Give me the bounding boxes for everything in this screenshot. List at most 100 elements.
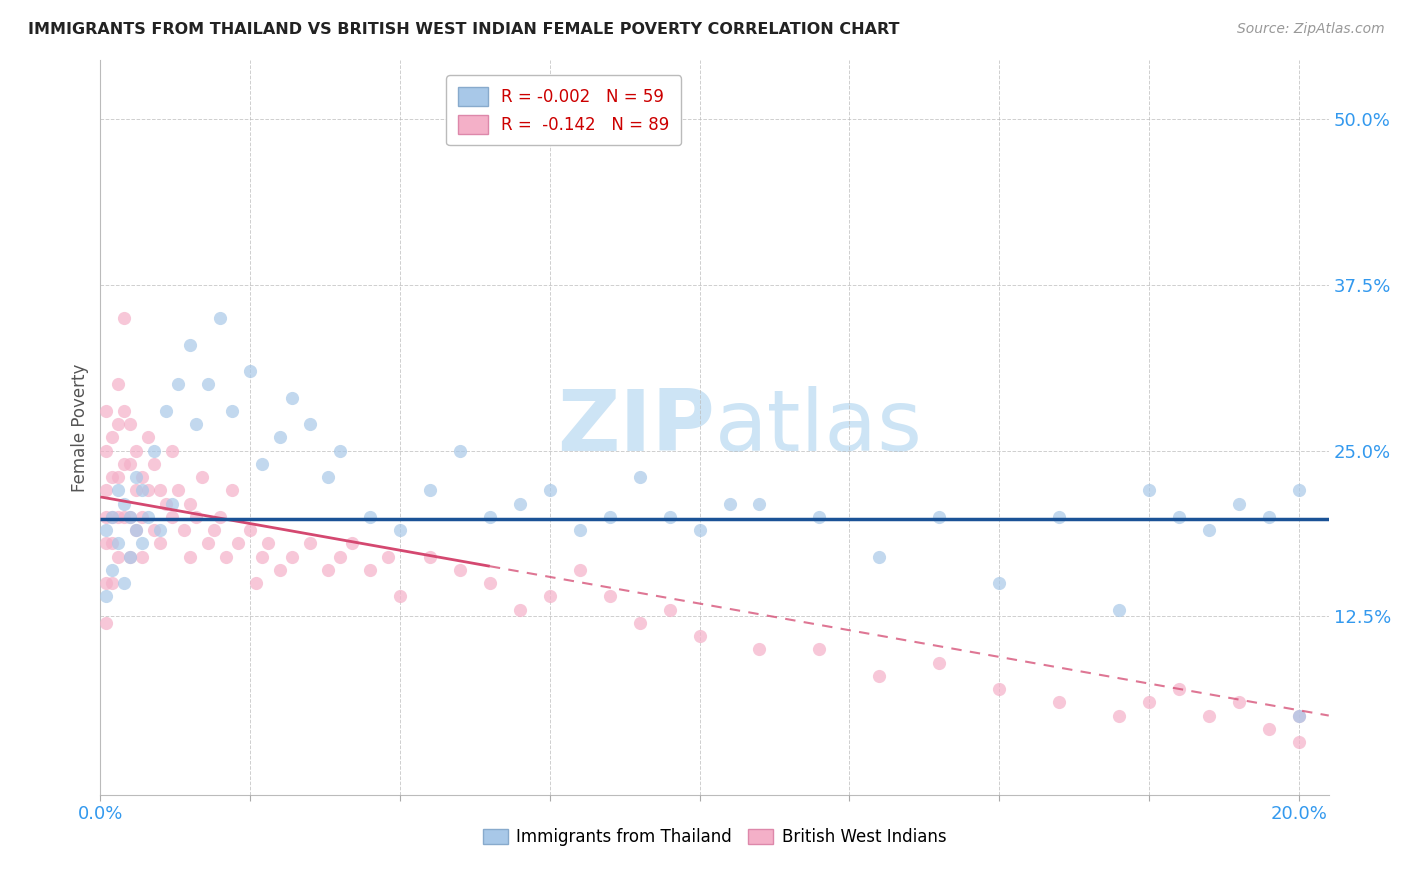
Point bbox=[221, 483, 243, 498]
Point bbox=[143, 443, 166, 458]
Point bbox=[101, 576, 124, 591]
Point bbox=[96, 589, 118, 603]
Text: IMMIGRANTS FROM THAILAND VS BRITISH WEST INDIAN FEMALE POVERTY CORRELATION CHART: IMMIGRANTS FROM THAILAND VS BRITISH WEST… bbox=[28, 22, 900, 37]
Point bbox=[329, 443, 352, 458]
Point bbox=[107, 377, 129, 392]
Point bbox=[155, 496, 177, 510]
Point bbox=[136, 430, 159, 444]
Point bbox=[239, 523, 262, 537]
Point bbox=[449, 563, 471, 577]
Point bbox=[478, 509, 501, 524]
Point bbox=[257, 536, 280, 550]
Point bbox=[162, 509, 184, 524]
Point bbox=[329, 549, 352, 564]
Point bbox=[107, 417, 129, 431]
Point bbox=[299, 536, 322, 550]
Point bbox=[96, 483, 118, 498]
Point bbox=[628, 470, 651, 484]
Point bbox=[1257, 722, 1279, 736]
Point bbox=[101, 470, 124, 484]
Point bbox=[191, 470, 214, 484]
Point bbox=[167, 483, 190, 498]
Point bbox=[120, 549, 142, 564]
Point bbox=[131, 509, 153, 524]
Point bbox=[1288, 735, 1310, 749]
Point bbox=[101, 536, 124, 550]
Point bbox=[1108, 602, 1130, 616]
Point bbox=[748, 496, 770, 510]
Point bbox=[107, 509, 129, 524]
Point bbox=[96, 443, 118, 458]
Point bbox=[107, 536, 129, 550]
Point bbox=[269, 563, 291, 577]
Point bbox=[299, 417, 322, 431]
Point bbox=[1288, 708, 1310, 723]
Point bbox=[868, 669, 890, 683]
Point bbox=[316, 563, 339, 577]
Point bbox=[281, 391, 304, 405]
Point bbox=[131, 549, 153, 564]
Point bbox=[689, 629, 711, 643]
Point bbox=[1288, 483, 1310, 498]
Point bbox=[112, 509, 135, 524]
Point bbox=[388, 523, 411, 537]
Point bbox=[136, 483, 159, 498]
Point bbox=[143, 523, 166, 537]
Point bbox=[250, 457, 273, 471]
Point bbox=[167, 377, 190, 392]
Point bbox=[162, 496, 184, 510]
Point bbox=[1047, 509, 1070, 524]
Point bbox=[149, 523, 172, 537]
Text: Source: ZipAtlas.com: Source: ZipAtlas.com bbox=[1237, 22, 1385, 37]
Point bbox=[1227, 695, 1250, 709]
Point bbox=[101, 563, 124, 577]
Point bbox=[988, 576, 1011, 591]
Point bbox=[377, 549, 399, 564]
Point bbox=[808, 509, 831, 524]
Point bbox=[120, 457, 142, 471]
Point bbox=[599, 589, 621, 603]
Point bbox=[96, 536, 118, 550]
Point bbox=[143, 457, 166, 471]
Point bbox=[388, 589, 411, 603]
Point bbox=[628, 615, 651, 630]
Point bbox=[250, 549, 273, 564]
Point bbox=[1198, 523, 1220, 537]
Point bbox=[1168, 509, 1191, 524]
Point bbox=[419, 549, 441, 564]
Point bbox=[173, 523, 195, 537]
Point bbox=[112, 496, 135, 510]
Point bbox=[568, 563, 591, 577]
Point bbox=[245, 576, 267, 591]
Point bbox=[1108, 708, 1130, 723]
Point bbox=[112, 576, 135, 591]
Point bbox=[209, 311, 232, 326]
Point bbox=[162, 443, 184, 458]
Point bbox=[215, 549, 238, 564]
Point bbox=[1137, 695, 1160, 709]
Point bbox=[197, 377, 219, 392]
Point bbox=[179, 549, 201, 564]
Point bbox=[112, 311, 135, 326]
Text: ZIP: ZIP bbox=[557, 386, 714, 469]
Point bbox=[538, 483, 561, 498]
Legend: R = -0.002   N = 59, R =  -0.142   N = 89: R = -0.002 N = 59, R = -0.142 N = 89 bbox=[447, 75, 682, 145]
Point bbox=[359, 563, 381, 577]
Point bbox=[1257, 509, 1279, 524]
Point bbox=[120, 417, 142, 431]
Point bbox=[96, 576, 118, 591]
Point bbox=[538, 589, 561, 603]
Point bbox=[149, 483, 172, 498]
Point bbox=[125, 483, 148, 498]
Point bbox=[131, 483, 153, 498]
Point bbox=[120, 509, 142, 524]
Point bbox=[419, 483, 441, 498]
Point bbox=[658, 602, 681, 616]
Point bbox=[221, 404, 243, 418]
Point bbox=[340, 536, 363, 550]
Text: atlas: atlas bbox=[714, 386, 922, 469]
Point bbox=[568, 523, 591, 537]
Point bbox=[509, 496, 531, 510]
Point bbox=[449, 443, 471, 458]
Point bbox=[186, 509, 208, 524]
